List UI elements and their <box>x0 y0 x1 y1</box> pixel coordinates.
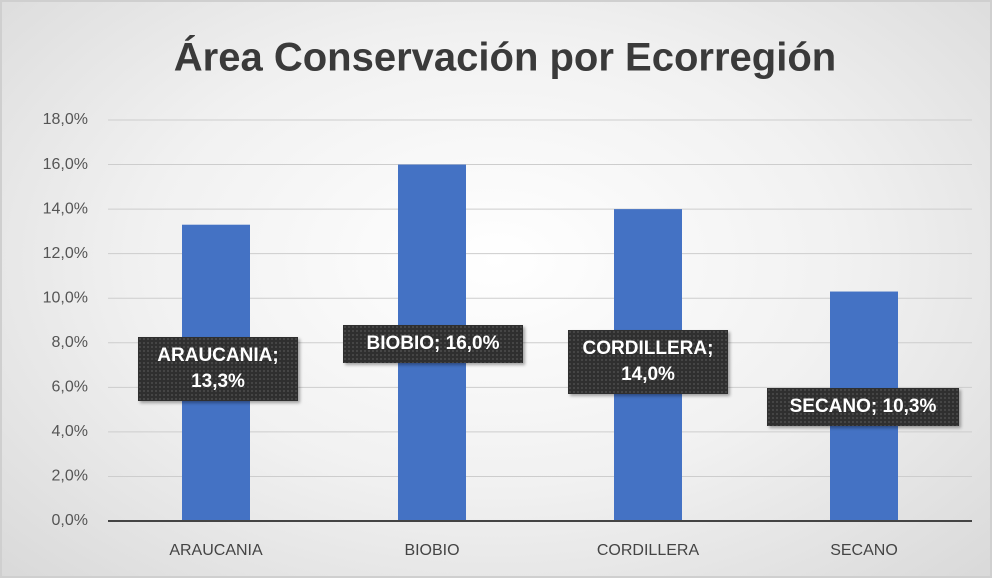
y-tick-label: 2,0% <box>52 468 88 485</box>
y-tick-label: 16,0% <box>43 156 88 173</box>
y-tick-label: 14,0% <box>43 200 88 217</box>
x-tick-label: SECANO <box>830 542 898 559</box>
x-tick-label: CORDILLERA <box>597 542 700 559</box>
y-tick-label: 18,0% <box>43 111 88 128</box>
x-tick-label: ARAUCANIA <box>169 542 263 559</box>
data-label: ARAUCANIA; 13,3% <box>138 337 298 401</box>
data-label: BIOBIO; 16,0% <box>343 325 523 363</box>
y-tick-label: 12,0% <box>43 245 88 262</box>
data-label: SECANO; 10,3% <box>767 388 959 426</box>
x-tick-label: BIOBIO <box>404 542 459 559</box>
y-tick-label: 6,0% <box>52 379 88 396</box>
y-tick-label: 10,0% <box>43 289 88 306</box>
y-tick-label: 8,0% <box>52 334 88 351</box>
chart-title: Área Conservación por Ecorregión <box>174 35 836 80</box>
y-tick-label: 0,0% <box>52 512 88 529</box>
data-label: CORDILLERA; 14,0% <box>568 330 728 394</box>
y-tick-label: 4,0% <box>52 423 88 440</box>
